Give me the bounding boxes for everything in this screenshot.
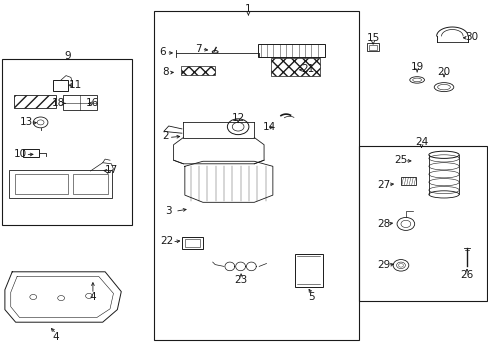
Bar bbox=[400, 177, 415, 185]
Bar bbox=[53, 80, 68, 91]
Text: 12: 12 bbox=[231, 113, 244, 123]
Text: 3: 3 bbox=[165, 206, 172, 216]
Bar bbox=[184, 239, 200, 247]
Bar bbox=[9, 170, 112, 198]
Bar bbox=[182, 237, 203, 249]
Text: 17: 17 bbox=[104, 165, 118, 175]
Bar bbox=[366, 43, 378, 51]
Text: 7: 7 bbox=[194, 44, 201, 54]
Text: 24: 24 bbox=[414, 137, 427, 147]
Text: 5: 5 bbox=[308, 292, 315, 302]
Text: 1: 1 bbox=[244, 4, 251, 14]
Text: 22: 22 bbox=[160, 236, 174, 246]
Text: 4: 4 bbox=[53, 332, 60, 342]
Text: 29: 29 bbox=[377, 260, 390, 270]
Text: 13: 13 bbox=[20, 117, 34, 127]
Text: 11: 11 bbox=[69, 80, 82, 90]
Bar bbox=[258, 44, 325, 57]
Text: 14: 14 bbox=[263, 122, 276, 132]
Text: 21: 21 bbox=[301, 64, 314, 74]
Bar bbox=[2, 59, 132, 225]
Bar bbox=[294, 254, 322, 287]
Bar bbox=[15, 174, 68, 194]
Text: 20: 20 bbox=[437, 67, 449, 77]
Text: 28: 28 bbox=[377, 219, 390, 229]
Text: 4: 4 bbox=[89, 292, 96, 302]
Text: 15: 15 bbox=[366, 33, 379, 43]
Bar bbox=[271, 58, 320, 76]
Text: 23: 23 bbox=[234, 275, 247, 285]
Bar bbox=[359, 146, 486, 301]
Text: 6: 6 bbox=[159, 47, 166, 57]
Bar bbox=[181, 66, 215, 75]
Text: 30: 30 bbox=[465, 32, 477, 42]
Text: 27: 27 bbox=[377, 180, 390, 190]
Text: 25: 25 bbox=[393, 155, 407, 165]
Text: 2: 2 bbox=[162, 131, 168, 141]
Text: 18: 18 bbox=[52, 98, 65, 108]
Text: 26: 26 bbox=[459, 270, 473, 280]
Bar bbox=[368, 45, 376, 50]
Text: 16: 16 bbox=[86, 98, 100, 108]
Bar bbox=[73, 174, 107, 194]
Bar bbox=[62, 95, 97, 110]
Text: 9: 9 bbox=[64, 51, 71, 61]
Bar bbox=[23, 149, 39, 157]
Text: 10: 10 bbox=[14, 149, 27, 159]
Bar bbox=[14, 95, 56, 108]
Text: 19: 19 bbox=[409, 62, 423, 72]
Bar bbox=[154, 11, 359, 340]
Text: 8: 8 bbox=[162, 67, 168, 77]
